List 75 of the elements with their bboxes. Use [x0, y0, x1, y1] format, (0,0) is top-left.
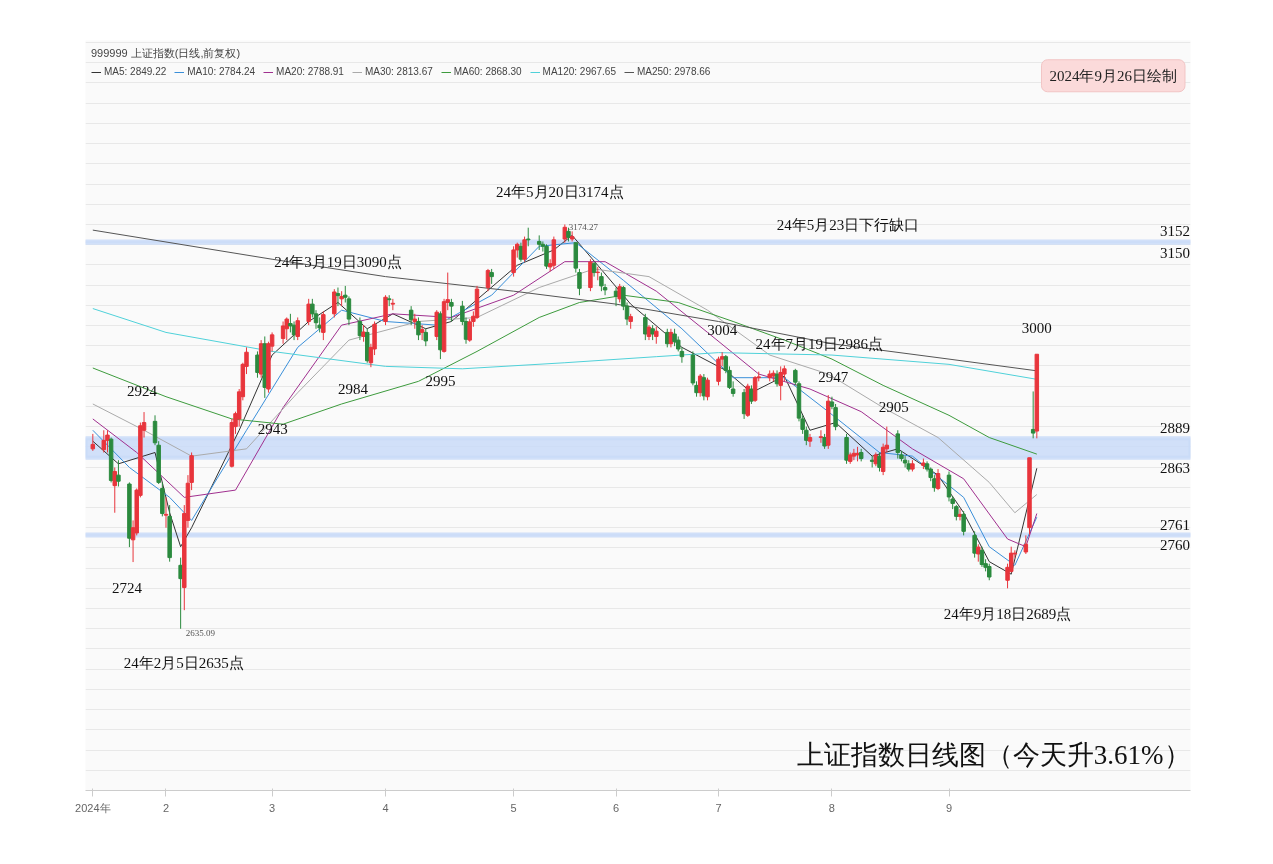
candlestick: [112, 466, 118, 514]
candlestick: [116, 459, 121, 487]
annotation: 2905: [878, 398, 909, 415]
annotation: 2924: [127, 383, 158, 400]
candlestick: [332, 288, 337, 318]
legend-label: MA30: 2813.67: [364, 66, 433, 77]
x-tick-label: 9: [945, 801, 953, 814]
annotation: 3174.27: [568, 222, 599, 233]
x-tick-label: 5: [510, 801, 517, 814]
x-tick-label: 4: [382, 801, 389, 814]
annotation: 3150: [1160, 244, 1191, 261]
legend-label: MA60: 2868.30: [453, 66, 522, 77]
candlestick: [705, 377, 710, 401]
annotation: 3000: [1021, 320, 1052, 337]
annotation: 24年9月18日2689点: [943, 606, 1072, 623]
legend-label: MA20: 2788.91: [276, 66, 344, 77]
legend-title: 999999 上证指数(日线,前复权): [91, 46, 242, 61]
annotation: 2984: [337, 381, 369, 398]
candlestick: [390, 298, 396, 311]
x-tick-label: 8: [828, 801, 835, 814]
band-label: 24年5月23日下行缺口: [776, 217, 920, 234]
candlestick: [599, 272, 604, 292]
annotation: 24年2月5日2635点: [123, 654, 244, 671]
legend-label: MA250: 2978.66: [636, 66, 711, 77]
annotation: 3004: [707, 322, 738, 339]
candlestick: [902, 455, 908, 468]
x-tick-label: 3: [269, 801, 276, 814]
candlestick: [284, 316, 289, 341]
candlestick: [416, 316, 421, 341]
candlestick: [511, 245, 516, 278]
candlestick: [972, 530, 977, 559]
candlestick: [295, 316, 300, 341]
candlestick: [807, 433, 813, 448]
candlestick: [449, 298, 454, 322]
candlestick: [419, 324, 425, 341]
x-tick-label: 6: [612, 801, 620, 814]
candlestick: [163, 496, 169, 529]
x-tick-label: 2: [162, 801, 170, 814]
candlestick: [577, 268, 582, 296]
candlestick: [752, 375, 758, 403]
annotation: 2943: [257, 420, 288, 437]
text: 上证指数日线图（今天升3.61%）: [796, 740, 1191, 771]
candlestick: [105, 429, 110, 453]
annotation: 2863: [1160, 459, 1191, 476]
x-tick-label: 2024年: [75, 801, 111, 814]
annotation: 24年5月20日3174点: [496, 184, 624, 201]
annotation: 2761: [1160, 516, 1191, 533]
candlestick: [306, 298, 311, 326]
candlestick: [101, 429, 107, 453]
legend-label: MA10: 2784.24: [187, 66, 256, 77]
candlestick: [525, 227, 531, 247]
annotation: 2724: [112, 580, 143, 597]
annotation: 2995: [425, 373, 456, 390]
candlestick: [595, 266, 600, 281]
candlestick: [255, 350, 260, 379]
candlestick: [617, 283, 622, 303]
annotation: 2889: [1160, 420, 1191, 437]
legend-label: MA5: 2849.22: [104, 66, 167, 77]
legend-label: MA120: 2967.65: [542, 66, 616, 77]
candlestick: [701, 373, 707, 401]
candlestick: [716, 356, 721, 386]
candlestick: [1023, 534, 1029, 555]
candlestick: [749, 384, 754, 405]
candlestick: [961, 510, 966, 536]
candlestick: [569, 230, 575, 242]
candlestick: [818, 429, 824, 444]
annotation: 2760: [1160, 537, 1191, 554]
annotation: 2635.09: [185, 627, 216, 638]
annotation: 2947: [818, 369, 849, 386]
text: 2024年9月26日绘制: [1049, 67, 1177, 84]
candlestick: [408, 305, 414, 326]
annotation: 24年3月19日3090点: [274, 253, 402, 270]
annotation: 3152: [1160, 223, 1191, 240]
x-tick-label: 7: [715, 801, 722, 814]
candlestick: [1030, 390, 1036, 439]
